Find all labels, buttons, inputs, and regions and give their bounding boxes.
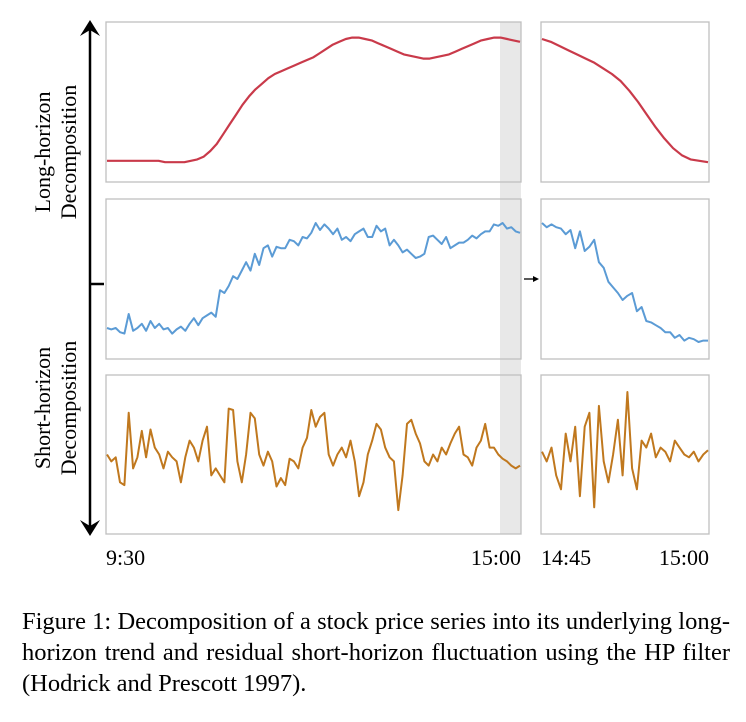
short-horizon-label-line1: Short-horizon (30, 347, 55, 469)
panel-price-zoom (540, 198, 710, 360)
figure-caption: Figure 1: Decomposition of a stock price… (22, 608, 730, 697)
price-series-line (106, 222, 521, 335)
tick-label-main-start: 9:30 (106, 545, 145, 570)
price-zoom-series-line (541, 222, 708, 343)
trend-zoom-series-line (541, 37, 709, 164)
panel-trend-zoom (540, 21, 710, 183)
residual-zoom-series-line (541, 391, 709, 509)
residual-series-line (106, 407, 521, 512)
panel-residual-zoom (540, 374, 710, 535)
trend-series-line (107, 36, 521, 164)
tick-label-zoom-start: 14:45 (541, 545, 591, 570)
axis-arrow-down-icon (80, 520, 100, 536)
long-horizon-label-line2: Decomposition (56, 85, 81, 219)
zoom-highlight-band (500, 22, 521, 534)
panel-trend (105, 21, 522, 183)
tick-label-main-end: 15:00 (471, 545, 521, 570)
panel-price (105, 198, 522, 360)
zoom-arrow-icon (524, 276, 539, 282)
tick-label-zoom-end: 15:00 (659, 545, 709, 570)
short-horizon-label-line2: Decomposition (56, 341, 81, 475)
long-horizon-label-line1: Long-horizon (30, 92, 55, 213)
axis-arrow-up-icon (80, 20, 100, 36)
panel-residual (105, 374, 522, 535)
figure: Long-horizon Decomposition Short-horizon… (30, 20, 710, 570)
horizon-axis (80, 20, 104, 536)
